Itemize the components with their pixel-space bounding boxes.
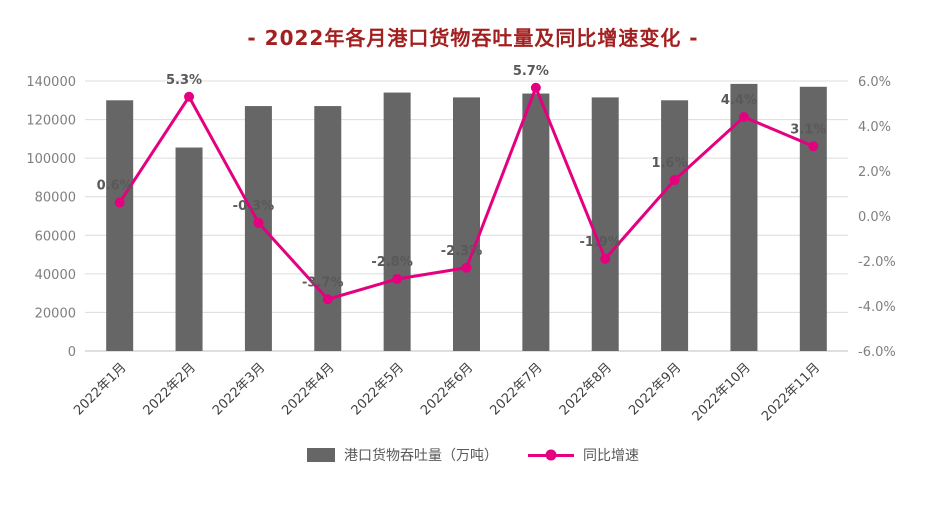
point-label-2022年2月: 5.3% xyxy=(166,73,202,88)
combo-chart: 140000 120000 100000 80000 60000 40000 20000 0 6… xyxy=(0,53,946,445)
point-label-2022年3月: -0.3% xyxy=(233,199,274,214)
point-label-2022年10月: 4.4% xyxy=(721,93,757,108)
x-axis-label: 2022年3月 xyxy=(210,360,268,418)
line-point-2022年1月 xyxy=(114,197,125,208)
right-axis-tick: 2.0% xyxy=(858,165,891,180)
bar-2022年2月 xyxy=(175,147,203,351)
point-label-2022年11月: 3.1% xyxy=(790,122,826,137)
line-point-2022年6月 xyxy=(461,262,472,273)
legend-item-throughput: 港口货物吞吐量（万吨） xyxy=(307,445,498,465)
right-axis-tick: -6.0% xyxy=(858,345,896,360)
x-axis-label: 2022年1月 xyxy=(71,360,129,418)
line-point-2022年4月 xyxy=(322,294,333,305)
x-axis-label: 2022年5月 xyxy=(349,360,407,418)
point-label-2022年8月: -1.9% xyxy=(580,235,621,250)
line-swatch-icon xyxy=(528,449,574,461)
bar-2022年4月 xyxy=(314,106,342,351)
line-point-2022年2月 xyxy=(184,91,195,102)
right-axis-tick: 4.0% xyxy=(858,120,891,135)
x-axis-label: 2022年6月 xyxy=(418,360,476,418)
chart-title: - 2022年各月港口货物吞吐量及同比增速变化 - xyxy=(247,26,699,50)
bar-2022年10月 xyxy=(730,83,758,351)
point-label-2022年7月: 5.7% xyxy=(513,64,549,79)
bar-2022年6月 xyxy=(453,97,480,351)
x-axis-label: 2022年10月 xyxy=(690,360,754,424)
left-axis-tick: 0 xyxy=(68,345,76,360)
bar-2022年5月 xyxy=(383,92,411,352)
x-axis-label: 2022年11月 xyxy=(759,360,823,424)
line-point-2022年5月 xyxy=(392,274,403,284)
legend-label-growth: 同比增速 xyxy=(583,448,639,464)
line-point-2022年8月 xyxy=(600,253,611,264)
chart-legend: 港口货物吞吐量（万吨） 同比增速 xyxy=(0,445,946,465)
line-point-2022年11月 xyxy=(808,141,819,152)
x-axis-label: 2022年7月 xyxy=(487,360,545,418)
legend-item-growth: 同比增速 xyxy=(528,445,639,465)
left-axis-tick: 120000 xyxy=(26,114,76,129)
left-axis-tick: 20000 xyxy=(35,306,76,321)
point-label-2022年4月: -3.7% xyxy=(302,275,343,290)
x-axis-label: 2022年8月 xyxy=(557,360,615,418)
right-axis-tick: 6.0% xyxy=(858,75,891,90)
right-axis-tick: -4.0% xyxy=(858,300,896,315)
point-label-2022年5月: -2.8% xyxy=(371,255,412,270)
bar-swatch-icon xyxy=(307,448,335,462)
line-point-2022年9月 xyxy=(669,175,680,185)
bar-2022年8月 xyxy=(591,97,619,351)
chart-canvas: 140000 120000 100000 80000 60000 40000 20000 0 6… xyxy=(26,64,896,425)
line-marker-icon xyxy=(545,449,557,461)
bar-2022年7月 xyxy=(522,93,550,352)
point-label-2022年9月: 1.6% xyxy=(652,156,688,171)
point-label-2022年6月: -2.3% xyxy=(441,244,482,259)
line-point-2022年3月 xyxy=(253,217,264,228)
x-axis-label: 2022年2月 xyxy=(141,360,199,418)
x-axis-label: 2022年9月 xyxy=(626,360,684,418)
chart-page: - 2022年各月港口货物吞吐量及同比增速变化 - 140000 120000 10… xyxy=(0,22,946,465)
right-axis-tick: -2.0% xyxy=(858,255,896,270)
bar-2022年9月 xyxy=(661,100,689,352)
left-axis-tick: 100000 xyxy=(26,152,76,167)
left-axis-tick: 140000 xyxy=(26,75,76,90)
bar-2022年3月 xyxy=(244,106,272,351)
bar-2022年1月 xyxy=(106,100,134,352)
bar-2022年11月 xyxy=(799,86,827,352)
legend-label-throughput: 港口货物吞吐量（万吨） xyxy=(344,448,498,464)
line-point-2022年10月 xyxy=(738,112,749,122)
left-axis-tick: 40000 xyxy=(35,268,76,283)
line-point-2022年7月 xyxy=(530,82,541,93)
right-axis-tick: 0.0% xyxy=(858,210,891,225)
left-axis-tick: 80000 xyxy=(35,191,76,206)
x-axis-label: 2022年4月 xyxy=(279,360,337,418)
point-label-2022年1月: 0.6% xyxy=(97,179,133,194)
left-axis-tick: 60000 xyxy=(35,229,76,244)
